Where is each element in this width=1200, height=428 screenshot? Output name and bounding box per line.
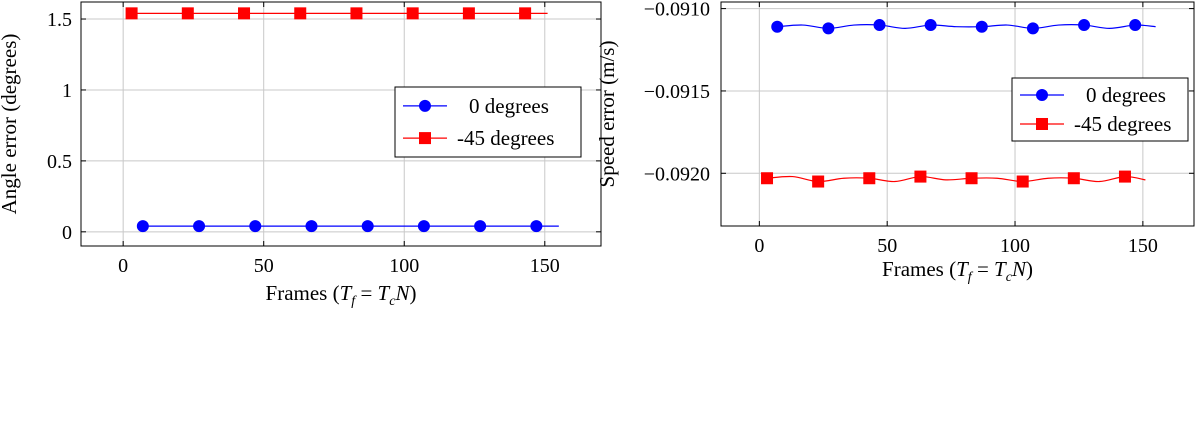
data-point-square bbox=[519, 7, 532, 20]
legend-label: 0 degrees bbox=[469, 94, 549, 118]
x-axis-label-sub: f bbox=[351, 294, 357, 309]
x-axis-label-var: N bbox=[1011, 257, 1027, 281]
data-point-circle bbox=[1129, 19, 1142, 32]
y-tick-label: 1 bbox=[62, 80, 72, 102]
x-axis-label: Frames (Tf = TcN) bbox=[882, 257, 1033, 285]
legend-label: -45 degrees bbox=[457, 126, 554, 150]
x-axis-label-eq: = bbox=[972, 257, 994, 281]
data-point-circle bbox=[873, 19, 886, 32]
series-line bbox=[766, 175, 1146, 183]
x-axis-label-text: Frames ( bbox=[882, 257, 956, 281]
data-point-square bbox=[1067, 172, 1080, 185]
x-axis-label: Frames (Tf = TcN) bbox=[266, 281, 417, 309]
x-tick-label: 100 bbox=[389, 255, 419, 277]
x-axis-label-text: Frames ( bbox=[266, 281, 340, 305]
x-axis-label-paren: ) bbox=[409, 281, 416, 305]
legend: 0 degrees -45 degrees bbox=[1011, 77, 1189, 142]
x-axis-label-var: T bbox=[956, 257, 969, 281]
data-point-square bbox=[965, 172, 978, 185]
plot-frame bbox=[720, 1, 1195, 227]
data-point-square bbox=[125, 7, 138, 20]
x-axis-label-var: T bbox=[994, 257, 1007, 281]
legend-label: 0 degrees bbox=[1086, 83, 1166, 107]
data-point-circle bbox=[136, 220, 149, 233]
data-point-circle bbox=[975, 20, 988, 33]
data-point-circle bbox=[417, 220, 430, 233]
x-tick-label: 50 bbox=[254, 255, 274, 277]
legend-box bbox=[1011, 77, 1189, 142]
legend: 0 degrees -45 degrees bbox=[394, 86, 582, 158]
data-point-circle bbox=[1078, 19, 1091, 32]
data-point-circle bbox=[193, 220, 206, 233]
data-point-square bbox=[350, 7, 363, 20]
x-axis-label-paren: ) bbox=[1026, 257, 1033, 281]
series-2 bbox=[761, 170, 1146, 188]
data-point-circle bbox=[474, 220, 487, 233]
legend-marker-circle bbox=[1036, 89, 1048, 102]
data-point-circle bbox=[924, 19, 937, 32]
legend-box bbox=[394, 86, 582, 158]
series-2 bbox=[125, 7, 548, 20]
y-axis-label: Speed error (m/s) bbox=[595, 41, 619, 188]
data-point-circle bbox=[1026, 22, 1039, 35]
y-tick-label: −0.0915 bbox=[644, 81, 710, 103]
y-axis-label: Angle error (degrees) bbox=[0, 34, 21, 215]
x-tick-label: 100 bbox=[1000, 235, 1030, 257]
x-axis-label-sub: c bbox=[389, 294, 396, 309]
chart-1: 0 50 100 150 0 0.5 1 1.5 Angle error (degrees) Fr… bbox=[0, 1, 602, 309]
y-tick-label: −0.0910 bbox=[644, 0, 710, 21]
series-1 bbox=[771, 19, 1156, 35]
y-tick-label: 0.5 bbox=[47, 151, 72, 173]
x-axis-label-var: T bbox=[378, 281, 391, 305]
series-line bbox=[777, 24, 1156, 29]
x-axis-label-sub: f bbox=[968, 270, 974, 285]
data-point-circle bbox=[305, 220, 318, 233]
x-tick-label: 0 bbox=[754, 235, 764, 257]
data-point-square bbox=[181, 7, 194, 20]
data-point-square bbox=[812, 175, 825, 188]
plot-frame bbox=[80, 1, 602, 247]
x-axis-label-var: N bbox=[394, 281, 410, 305]
data-point-square bbox=[238, 7, 251, 20]
data-point-square bbox=[863, 172, 876, 185]
x-tick-label: 150 bbox=[1128, 235, 1158, 257]
x-tick-label: 0 bbox=[118, 255, 128, 277]
data-point-circle bbox=[249, 220, 262, 233]
legend-label: -45 degrees bbox=[1074, 112, 1171, 136]
data-point-circle bbox=[361, 220, 374, 233]
y-tick-label: −0.0920 bbox=[644, 163, 710, 185]
data-point-square bbox=[1016, 175, 1029, 188]
data-point-circle bbox=[822, 22, 835, 35]
data-point-square bbox=[294, 7, 307, 20]
data-point-square bbox=[761, 172, 774, 185]
legend-marker-square bbox=[419, 132, 431, 145]
data-point-circle bbox=[771, 20, 784, 33]
legend-marker-circle bbox=[419, 99, 431, 112]
legend-marker-square bbox=[1036, 117, 1048, 130]
data-point-circle bbox=[530, 220, 543, 233]
data-point-square bbox=[462, 7, 475, 20]
x-axis-label-var: T bbox=[340, 281, 353, 305]
chart-2: 0 50 100 150 −0.0920 −0.0915 −0.0910 Speed erro… bbox=[595, 0, 1195, 285]
y-tick-label: 0 bbox=[62, 222, 72, 244]
series-1 bbox=[136, 220, 559, 233]
data-point-square bbox=[1118, 170, 1131, 183]
x-tick-label: 150 bbox=[530, 255, 560, 277]
data-point-square bbox=[406, 7, 419, 20]
data-point-square bbox=[914, 170, 927, 183]
x-tick-label: 50 bbox=[877, 235, 897, 257]
x-axis-label-eq: = bbox=[355, 281, 377, 305]
y-tick-label: 1.5 bbox=[47, 9, 72, 31]
x-axis-label-sub: c bbox=[1006, 270, 1013, 285]
